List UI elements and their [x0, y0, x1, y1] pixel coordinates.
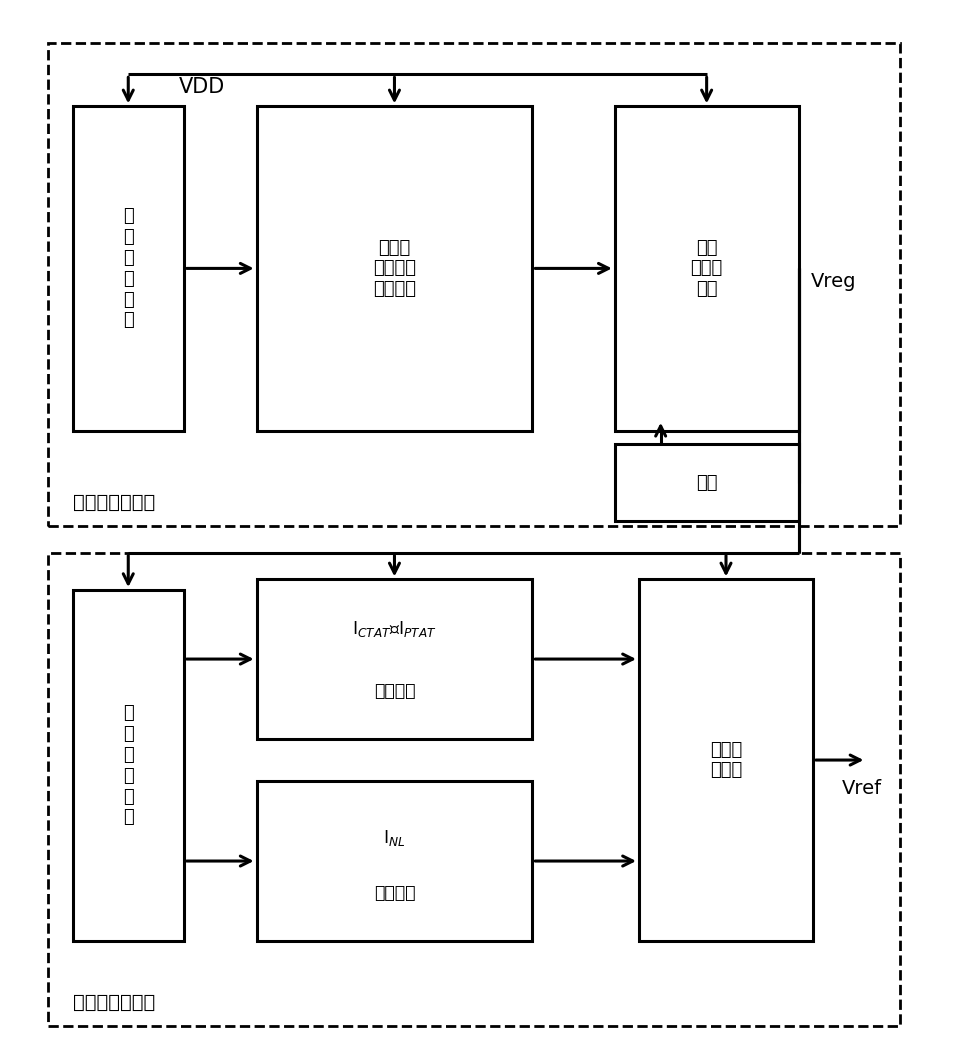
Bar: [48, 553, 900, 1026]
Text: VDD: VDD: [179, 78, 226, 97]
Bar: [615, 444, 799, 521]
Bar: [73, 590, 184, 941]
Bar: [639, 579, 813, 941]
Text: 反馈: 反馈: [696, 474, 717, 491]
Text: 带隙基准核电路: 带隙基准核电路: [73, 993, 155, 1012]
Text: 第
一
启
动
电
路: 第 一 启 动 电 路: [123, 207, 134, 330]
Bar: [73, 106, 184, 431]
Bar: [615, 106, 799, 431]
Text: 产生电路: 产生电路: [374, 682, 415, 699]
Text: 电压预调节电路: 电压预调节电路: [73, 493, 155, 512]
Bar: [257, 579, 532, 739]
Text: 运算
放大器
电路: 运算 放大器 电路: [690, 238, 723, 299]
Bar: [257, 781, 532, 941]
Text: Vref: Vref: [842, 779, 882, 798]
Text: 电流电
压转换: 电流电 压转换: [710, 741, 742, 779]
Text: 第
二
启
动
电
路: 第 二 启 动 电 路: [123, 705, 134, 826]
Text: 产生电路: 产生电路: [374, 884, 415, 901]
Text: I$_{CTAT}$及I$_{PTAT}$: I$_{CTAT}$及I$_{PTAT}$: [352, 620, 437, 639]
Text: 偏置及
基准电压
产生电路: 偏置及 基准电压 产生电路: [373, 238, 416, 299]
Text: Vreg: Vreg: [811, 272, 857, 291]
Text: I$_{NL}$: I$_{NL}$: [383, 828, 406, 847]
Bar: [257, 106, 532, 431]
Bar: [48, 43, 900, 526]
